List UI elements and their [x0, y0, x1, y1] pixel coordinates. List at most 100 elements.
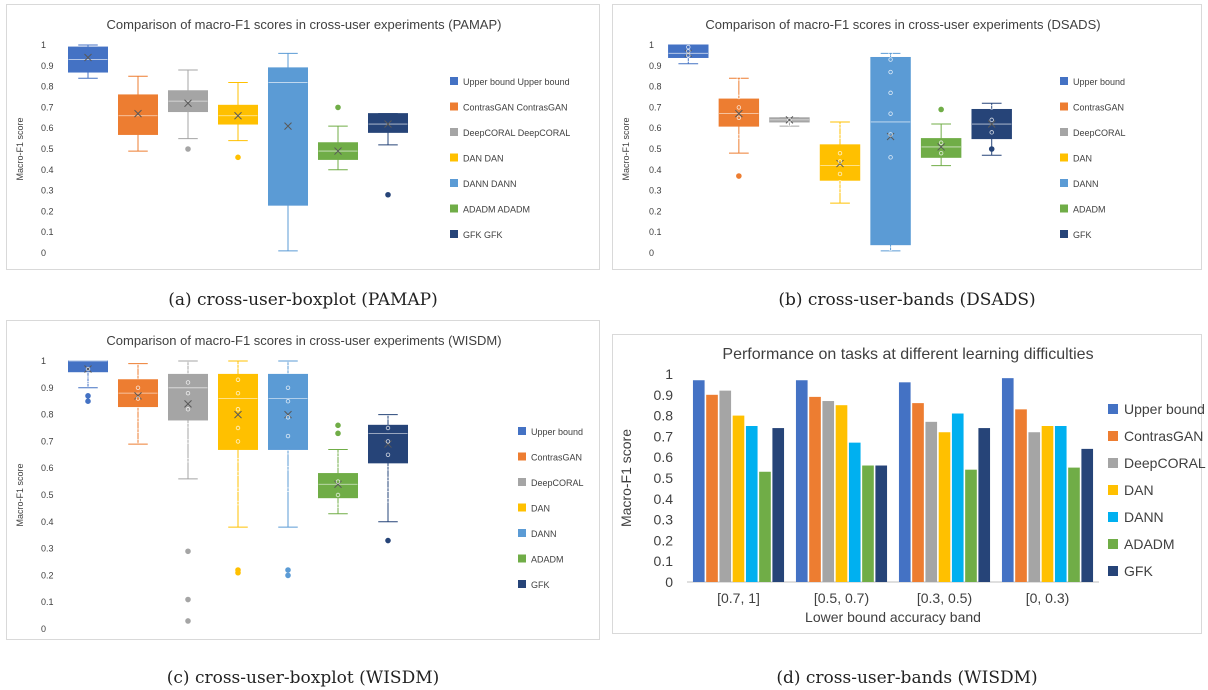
y-axis-label: Macro-F1 score — [618, 429, 634, 527]
legend-swatch — [1060, 128, 1068, 136]
bar-upper — [1001, 378, 1014, 582]
outlier-point — [335, 422, 341, 429]
inner-point — [135, 385, 141, 390]
inner-point — [888, 155, 893, 160]
bar-adadm — [1068, 467, 1080, 582]
bar-coral — [822, 401, 835, 582]
inner-point — [888, 90, 893, 96]
y-tick-label: 0.1 — [654, 553, 674, 569]
inner-point — [888, 111, 893, 116]
legend-label: DeepCORAL — [531, 478, 584, 488]
y-tick-label: 0.1 — [649, 227, 662, 237]
inner-point — [385, 498, 391, 503]
y-tick-label: 1 — [665, 366, 673, 382]
inner-point — [285, 449, 291, 455]
inner-point — [185, 361, 191, 366]
box-dan — [218, 104, 258, 125]
legend-label: DAN — [531, 504, 550, 514]
y-tick-label: 0.4 — [654, 491, 674, 507]
outlier-point — [85, 398, 91, 404]
bar-dann_bar — [1054, 426, 1067, 582]
bar-chart-wisdm-bands: Performance on tasks at different learni… — [618, 346, 1206, 625]
legend-label: ADADM — [1073, 205, 1106, 215]
y-axis-label: Macro-F1 score — [15, 463, 25, 526]
legend-swatch — [1060, 77, 1068, 85]
outlier-point — [185, 548, 191, 555]
y-tick-label: 0.4 — [41, 517, 54, 527]
y-tick-label: 0 — [665, 574, 673, 590]
y-tick-label: 0.6 — [649, 123, 662, 133]
inner-point — [335, 492, 341, 498]
box-contras — [718, 98, 760, 127]
inner-point — [285, 433, 291, 439]
inner-point — [335, 452, 341, 457]
y-tick-label: 0.2 — [41, 206, 54, 216]
box-dan — [819, 144, 861, 181]
inner-point — [837, 171, 843, 177]
legend-label: DANN — [1073, 179, 1099, 189]
inner-point — [135, 439, 141, 444]
caption-a: (a) cross-user-boxplot (PAMAP) — [168, 290, 438, 310]
box-dan — [218, 373, 258, 450]
y-tick-label: 0.6 — [41, 463, 54, 473]
box-contras — [118, 94, 158, 135]
mean-marker — [234, 111, 242, 120]
inner-point — [285, 369, 291, 374]
legend-label: ContrasGAN — [1124, 428, 1203, 444]
bar-adadm — [862, 465, 874, 582]
inner-point — [385, 439, 391, 444]
box-upper — [68, 360, 108, 373]
y-tick-label: 0.8 — [41, 410, 54, 420]
y-tick-label: 1 — [41, 356, 46, 366]
bar-contras — [809, 396, 821, 582]
mean-marker — [84, 365, 92, 373]
outlier-point — [385, 537, 391, 544]
mean-marker — [134, 391, 142, 400]
outlier-point — [335, 430, 341, 437]
caption-d: (d) cross-user-bands (WISDM) — [776, 668, 1038, 688]
inner-point — [185, 423, 191, 428]
y-tick-label: 0.7 — [41, 102, 54, 112]
y-tick-label: 0.9 — [649, 61, 662, 71]
mean-marker — [384, 440, 392, 448]
bar-gfk — [1081, 448, 1094, 582]
legend-label: ADADM — [1124, 536, 1175, 552]
x-tick-label: [0.3, 0.5) — [917, 590, 972, 606]
chart-title: Comparison of macro-F1 scores in cross-u… — [705, 17, 1100, 32]
inner-point — [185, 439, 191, 444]
outlier-point — [285, 572, 291, 579]
bar-dann_bar — [951, 413, 964, 582]
inner-point — [235, 500, 241, 506]
outlier-point — [185, 146, 191, 152]
legend-swatch — [518, 503, 526, 512]
inner-point — [285, 398, 291, 404]
inner-point — [888, 51, 893, 56]
legend-label: Upper bound Upper bound — [463, 77, 570, 87]
inner-point — [888, 246, 893, 252]
mean-marker — [735, 109, 743, 118]
inner-point — [235, 457, 241, 463]
box-adadm — [318, 473, 358, 499]
y-tick-label: 0.3 — [41, 544, 54, 554]
inner-point — [235, 425, 241, 431]
legend-swatch — [1060, 102, 1068, 111]
bar-contras — [1015, 409, 1027, 582]
inner-point — [837, 134, 843, 139]
box-dann_box — [268, 373, 308, 450]
legend-swatch — [450, 204, 458, 213]
y-tick-label: 0.4 — [649, 165, 662, 175]
outlier-point — [736, 173, 742, 179]
box-dann_box — [870, 56, 911, 246]
legend-swatch — [518, 554, 526, 563]
inner-point — [686, 49, 691, 54]
legend-label: ContrasGAN — [1073, 103, 1124, 113]
inner-point — [185, 390, 191, 396]
y-tick-label: 0.5 — [41, 490, 54, 500]
legend-swatch — [1108, 539, 1118, 549]
mean-marker — [937, 143, 945, 151]
inner-point — [235, 390, 241, 396]
bar-contras — [912, 403, 924, 582]
mean-marker — [184, 400, 192, 408]
inner-point — [135, 428, 141, 433]
mean-marker — [184, 99, 192, 108]
